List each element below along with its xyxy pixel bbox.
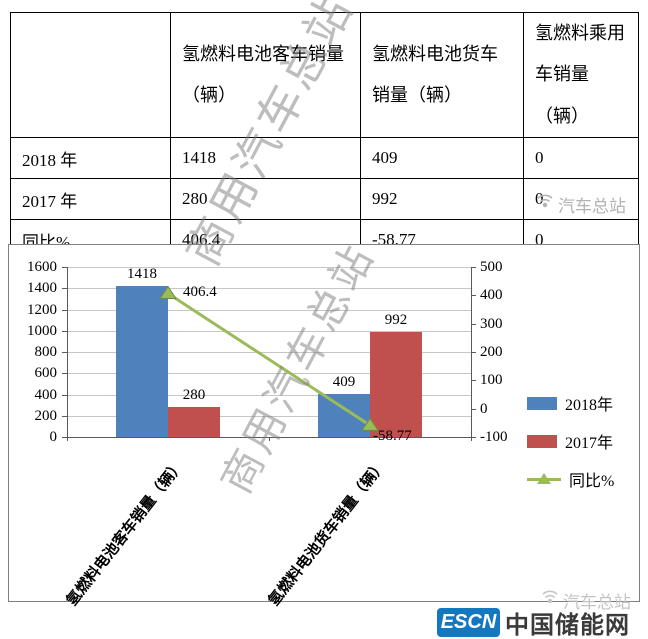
category-label: 氢燃料电池货车销量（辆） [266,457,390,610]
axis-tick-mark-left [62,394,67,396]
axis-tick-mark-left [62,415,67,417]
legend-label: 2017年 [565,435,614,452]
legend-bar-swatch [527,396,557,410]
axis-tick-label-right: 0 [480,400,488,417]
axis-tick-label-right: 300 [480,315,503,332]
category-separator-tick [471,437,472,441]
table-row-2017: 2017 年 280 992 0 [10,178,639,221]
axis-tick-label-right: -100 [480,429,508,445]
bar-value-label: 409 [332,373,356,390]
axis-tick-label-right: 100 [480,372,503,389]
axis-tick-mark-right [471,295,476,297]
axis-tick-label-left: 600 [34,365,58,382]
table-header-truck-sales: 氢燃料电池货车销量（辆） [360,11,524,139]
legend-item-同比%: 同比% [527,467,614,491]
bar-2018年-0 [116,286,168,437]
bar-2017年-0 [168,407,220,437]
table-header-row: 氢燃料电池客车销量（辆） 氢燃料电池货车销量（辆） 氢燃料乘用车销量（辆） [10,11,639,139]
gridline [67,288,471,290]
right-axis-line [471,267,472,437]
row-label: 2017 年 [10,178,171,221]
bar-value-label: 1418 [127,266,157,283]
gridline [67,267,471,268]
axis-tick-label-right: 400 [480,287,503,304]
axis-tick-mark-left [62,352,67,353]
chart: 2018年 2017年 同比% 0 200 400 600 800 1000 1200 1400 1… [8,244,640,609]
line-value-label: 406.4 [183,283,217,300]
axis-tick-mark-left [62,373,67,375]
legend-line-swatch [527,472,561,484]
axis-tick-mark-right [471,437,476,438]
chart-legend: 2018年 2017年同比% [527,391,614,505]
axis-tick-mark-right [471,380,476,382]
axis-tick-mark-left [62,267,67,268]
table-header-bus-sales: 氢燃料电池客车销量（辆） [170,11,361,139]
axis-tick-label-left: 1000 [27,322,57,339]
bar-value-label: 280 [182,387,206,404]
left-axis-line [67,267,68,437]
table-row-2018: 2018 年 1418 409 0 [10,137,639,180]
row-label: 2018 年 [10,137,171,180]
axis-tick-mark-left [62,288,67,290]
axis-tick-mark-left [62,330,67,332]
cell-value: 0 [523,178,639,221]
line-value-label: -58.77 [373,428,412,445]
cell-value: 0 [523,137,639,180]
axis-tick-mark-right [471,408,476,410]
legend-label: 2018年 [565,397,614,414]
bar-2018年-1 [318,393,370,437]
axis-tick-mark-left [62,437,67,438]
legend-triangle-icon [537,472,551,484]
legend-label: 同比% [569,473,615,490]
axis-tick-label-left: 200 [34,407,58,424]
axis-tick-mark-right [471,267,476,268]
sales-table: 氢燃料电池客车销量（辆） 氢燃料电池货车销量（辆） 氢燃料乘用车销量（辆） 20… [10,11,639,262]
cell-value: 1418 [170,137,361,180]
axis-tick-mark-right [471,352,476,353]
axis-tick-label-left: 800 [34,344,58,360]
bar-value-label: 992 [384,311,408,328]
escn-logo-abbr: ESCN [437,607,500,637]
axis-tick-label-left: 400 [34,386,58,403]
category-separator-tick [67,437,68,441]
axis-tick-label-left: 1600 [27,259,57,275]
escn-logo[interactable]: ESCN 中国储能网 [437,607,630,639]
axis-tick-mark-right [471,323,476,325]
legend-item-2017年: 2017年 [527,429,614,453]
escn-logo-name: 中国储能网 [505,611,630,639]
cell-value: 992 [360,178,524,221]
bar-2017年-1 [370,331,422,437]
axis-tick-mark-left [62,309,67,311]
category-label: 氢燃料电池客车销量（辆） [64,457,188,610]
sales-table-wrap: 氢燃料电池客车销量（辆） 氢燃料电池货车销量（辆） 氢燃料乘用车销量（辆） 20… [10,11,639,262]
legend-item-2018年: 2018年 [527,391,614,415]
cell-value: 409 [360,137,524,180]
axis-tick-label-right: 500 [480,259,503,275]
axis-tick-label-left: 1400 [27,280,57,297]
cell-value: 280 [170,178,361,221]
axis-tick-label-left: 0 [49,429,58,445]
legend-bar-swatch [527,434,557,448]
table-corner-cell [10,11,171,139]
category-separator-tick [269,437,270,441]
axis-tick-label-left: 1200 [27,301,57,318]
table-header-passenger-sales: 氢燃料乘用车销量（辆） [523,11,639,139]
axis-tick-label-right: 200 [480,344,503,360]
